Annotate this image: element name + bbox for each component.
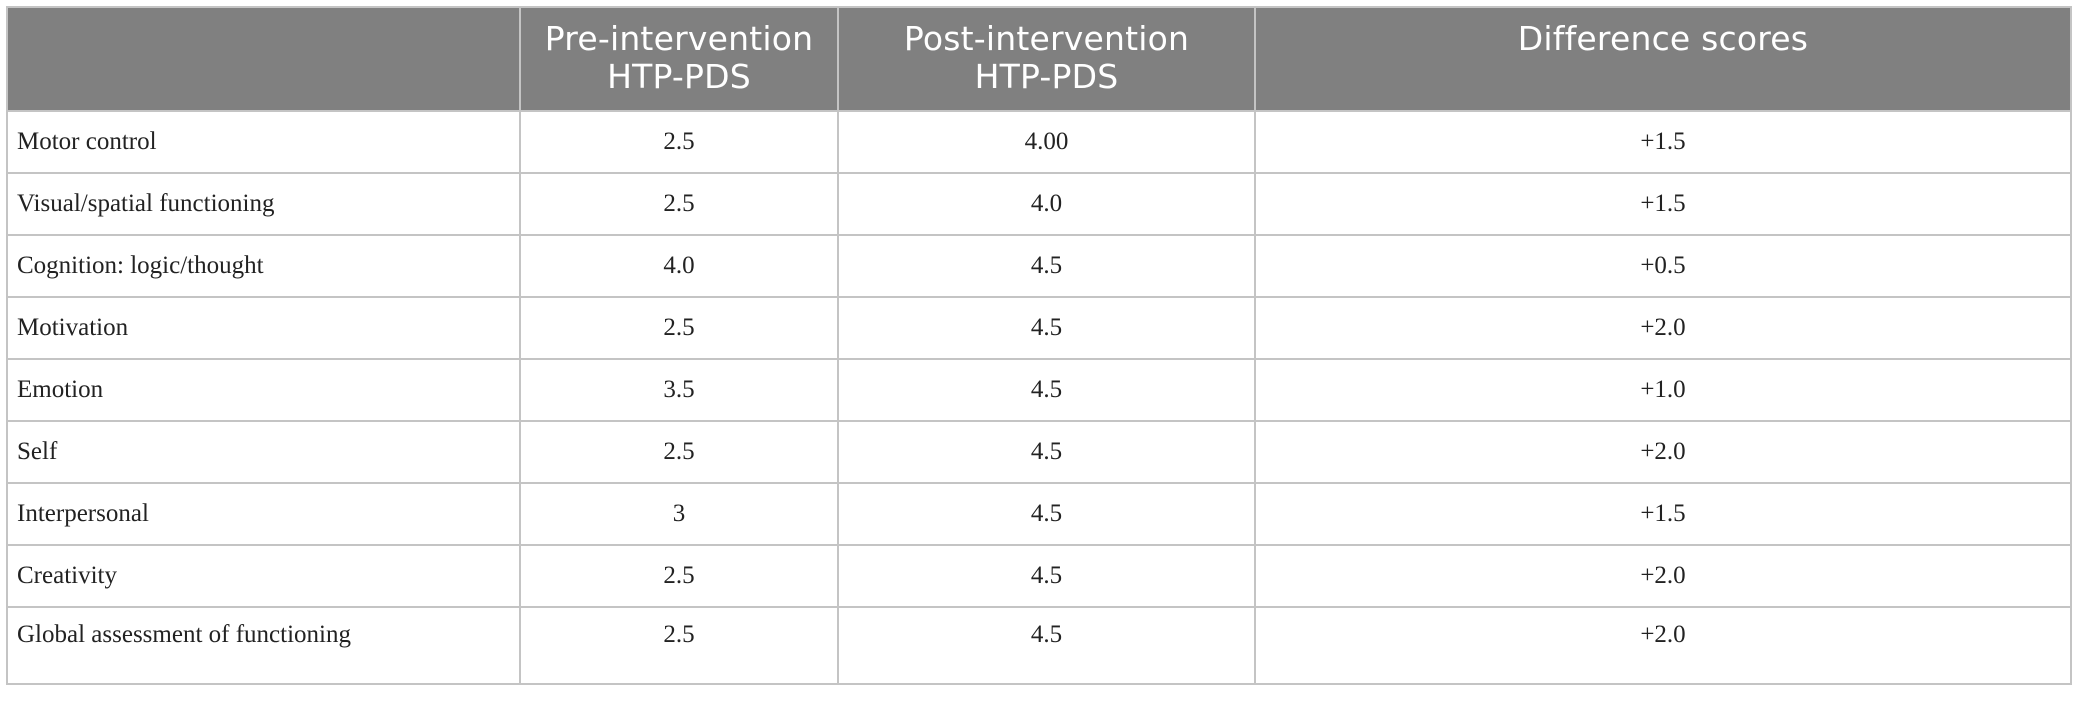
header-text-line: HTP-PDS [974, 57, 1119, 96]
row-label: Creativity [6, 544, 521, 608]
table-row: Cognition: logic/thought 4.0 4.5 +0.5 [6, 234, 2072, 298]
pre-intervention-score: 3 [519, 482, 839, 546]
post-intervention-score: 4.5 [837, 296, 1256, 360]
post-intervention-score: 4.5 [837, 234, 1256, 298]
pre-intervention-score: 2.5 [519, 110, 839, 174]
row-label: Global assessment of functioning [6, 606, 521, 685]
row-label: Emotion [6, 358, 521, 422]
row-label: Interpersonal [6, 482, 521, 546]
pre-intervention-score: 3.5 [519, 358, 839, 422]
header-text-line: Difference scores [1517, 19, 1809, 58]
row-label: Motivation [6, 296, 521, 360]
difference-score: +0.5 [1254, 234, 2072, 298]
difference-score: +1.5 [1254, 482, 2072, 546]
header-post-intervention: Post-intervention HTP-PDS [837, 6, 1256, 112]
header-row: Pre-intervention HTP-PDS Post-intervention… [6, 6, 2072, 112]
table-row: Motivation 2.5 4.5 +2.0 [6, 296, 2072, 360]
row-label: Motor control [6, 110, 521, 174]
table-row: Emotion 3.5 4.5 +1.0 [6, 358, 2072, 422]
pre-intervention-score: 2.5 [519, 606, 839, 685]
table-row: Motor control 2.5 4.00 +1.5 [6, 110, 2072, 174]
row-label: Cognition: logic/thought [6, 234, 521, 298]
pre-intervention-score: 4.0 [519, 234, 839, 298]
difference-score: +1.5 [1254, 172, 2072, 236]
table-header: Pre-intervention HTP-PDS Post-intervention… [6, 6, 2072, 112]
post-intervention-score: 4.5 [837, 544, 1256, 608]
post-intervention-score: 4.5 [837, 606, 1256, 685]
difference-score: +2.0 [1254, 420, 2072, 484]
post-intervention-score: 4.0 [837, 172, 1256, 236]
difference-score: +2.0 [1254, 544, 2072, 608]
pre-intervention-score: 2.5 [519, 420, 839, 484]
post-intervention-score: 4.5 [837, 420, 1256, 484]
pre-intervention-score: 2.5 [519, 172, 839, 236]
header-blank [6, 6, 521, 112]
row-label: Self [6, 420, 521, 484]
pre-intervention-score: 2.5 [519, 296, 839, 360]
table-body: Motor control 2.5 4.00 +1.5 Visual/spatial f… [6, 110, 2072, 685]
table-row: Global assessment of functioning 2.5 4.5 +2… [6, 606, 2072, 685]
pre-intervention-score: 2.5 [519, 544, 839, 608]
difference-score: +1.0 [1254, 358, 2072, 422]
header-pre-intervention: Pre-intervention HTP-PDS [519, 6, 839, 112]
header-difference-scores: Difference scores [1254, 6, 2072, 112]
post-intervention-score: 4.5 [837, 358, 1256, 422]
table-row: Interpersonal 3 4.5 +1.5 [6, 482, 2072, 546]
header-text-line: HTP-PDS [607, 57, 751, 96]
post-intervention-score: 4.5 [837, 482, 1256, 546]
post-intervention-score: 4.00 [837, 110, 1256, 174]
table-row: Self 2.5 4.5 +2.0 [6, 420, 2072, 484]
row-label: Visual/spatial functioning [6, 172, 521, 236]
scores-table: Pre-intervention HTP-PDS Post-intervention… [6, 6, 2072, 685]
table-row: Visual/spatial functioning 2.5 4.0 +1.5 [6, 172, 2072, 236]
header-text-line: Pre-intervention [544, 19, 814, 58]
header-text-line: Post-intervention [903, 19, 1190, 58]
difference-score: +1.5 [1254, 110, 2072, 174]
table-row: Creativity 2.5 4.5 +2.0 [6, 544, 2072, 608]
difference-score: +2.0 [1254, 606, 2072, 685]
difference-score: +2.0 [1254, 296, 2072, 360]
